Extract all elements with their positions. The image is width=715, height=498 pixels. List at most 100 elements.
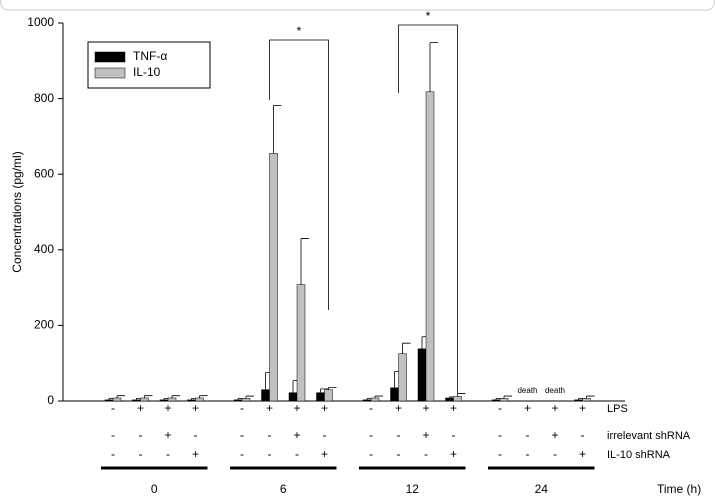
y-tick-label: 0 <box>47 393 54 407</box>
condition-sign: + <box>551 428 558 442</box>
legend-label: TNF-α <box>133 49 167 63</box>
y-axis-label: Concentrations (pg/ml) <box>10 151 24 272</box>
condition-sign: - <box>581 428 585 442</box>
y-tick-label: 800 <box>34 91 54 105</box>
condition-sign: + <box>164 428 171 442</box>
error-bar <box>199 395 208 398</box>
error-bar <box>320 388 329 393</box>
legend-label: IL-10 <box>133 65 161 79</box>
bar <box>324 389 333 402</box>
y-tick-label: 400 <box>34 242 54 256</box>
condition-sign: + <box>395 401 402 415</box>
error-bar <box>457 393 466 397</box>
condition-sign: + <box>192 447 199 461</box>
bar <box>417 348 427 402</box>
condition-sign: + <box>551 401 558 415</box>
condition-sign: - <box>268 428 272 442</box>
condition-sign: - <box>295 447 299 461</box>
error-bar <box>374 395 383 398</box>
legend-swatch <box>94 67 126 79</box>
group-label: 0 <box>151 482 158 496</box>
condition-sign: + <box>137 401 144 415</box>
bar <box>425 91 435 402</box>
condition-sign: - <box>498 401 502 415</box>
condition-sign: - <box>452 428 456 442</box>
condition-sign: - <box>111 428 115 442</box>
bar <box>269 153 278 402</box>
significance-bracket <box>398 24 458 393</box>
condition-sign: + <box>579 401 586 415</box>
group-label: 6 <box>280 482 287 496</box>
group-label: 24 <box>535 482 549 496</box>
condition-sign: + <box>524 401 531 415</box>
bar <box>288 392 298 402</box>
condition-sign: - <box>369 401 373 415</box>
error-bar <box>328 386 337 390</box>
bar <box>296 284 306 402</box>
bar <box>398 353 407 402</box>
condition-sign: - <box>553 447 557 461</box>
bar <box>261 389 270 402</box>
condition-sign: + <box>422 401 429 415</box>
legend-swatch <box>94 51 126 63</box>
condition-sign: + <box>164 401 171 415</box>
significance-label: * <box>297 24 302 38</box>
condition-sign: - <box>268 447 272 461</box>
condition-sign: - <box>166 447 170 461</box>
y-tick-label: 200 <box>34 318 54 332</box>
group-axis-label: Time (h) <box>657 482 701 496</box>
condition-sign: - <box>498 428 502 442</box>
error-bar <box>402 342 411 354</box>
error-bar <box>429 42 438 92</box>
condition-sign: - <box>369 447 373 461</box>
error-bar <box>116 395 125 398</box>
condition-row-label: IL-10 shRNA <box>607 449 671 461</box>
y-tick-label: 1000 <box>27 15 54 29</box>
condition-sign: + <box>321 447 328 461</box>
condition-sign: - <box>139 428 143 442</box>
condition-sign: + <box>450 447 457 461</box>
significance-label: * <box>426 9 431 23</box>
condition-sign: + <box>321 401 328 415</box>
condition-sign: - <box>111 401 115 415</box>
condition-sign: - <box>240 447 244 461</box>
bar <box>390 387 399 402</box>
significance-bracket <box>269 39 329 310</box>
condition-sign: - <box>424 447 428 461</box>
error-bar <box>171 395 180 398</box>
condition-sign: - <box>498 447 502 461</box>
condition-sign: - <box>323 428 327 442</box>
condition-sign: + <box>266 401 273 415</box>
condition-sign: - <box>139 447 143 461</box>
condition-sign: + <box>422 428 429 442</box>
legend <box>87 41 211 89</box>
condition-sign: - <box>397 428 401 442</box>
condition-sign: + <box>293 428 300 442</box>
condition-sign: - <box>240 428 244 442</box>
condition-sign: - <box>526 428 530 442</box>
error-bar <box>273 105 282 154</box>
condition-sign: + <box>450 401 457 415</box>
bar <box>316 392 325 402</box>
condition-sign: - <box>111 447 115 461</box>
condition-sign: + <box>293 401 300 415</box>
error-bar <box>245 395 254 399</box>
error-bar <box>144 395 153 398</box>
condition-sign: - <box>526 447 530 461</box>
error-bar <box>503 395 512 399</box>
condition-sign: + <box>192 401 199 415</box>
missing-label: death <box>517 386 537 395</box>
group-label: 12 <box>406 482 420 496</box>
condition-sign: - <box>240 401 244 415</box>
condition-sign: - <box>369 428 373 442</box>
condition-row-label: LPS <box>607 403 628 415</box>
error-bar <box>586 395 595 399</box>
y-tick-label: 600 <box>34 166 54 180</box>
error-bar <box>300 238 309 285</box>
missing-label: death <box>545 386 565 395</box>
condition-sign: - <box>397 447 401 461</box>
condition-sign: - <box>194 428 198 442</box>
condition-row-label: irrelevant shRNA <box>607 430 691 442</box>
frame <box>0 0 715 11</box>
